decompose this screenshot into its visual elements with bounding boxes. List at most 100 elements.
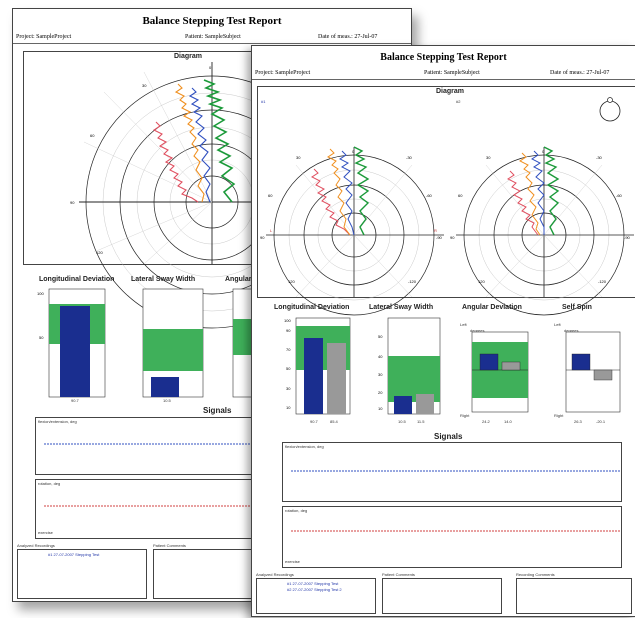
- project-label: Project: SampleProject: [255, 70, 311, 76]
- trace-green-left: [353, 146, 370, 236]
- spin-degrees-label: degrees: [564, 328, 579, 333]
- longitudinal-value-1: 90.7: [310, 419, 318, 424]
- signals-title: Signals: [203, 406, 232, 415]
- recording-item-1[interactable]: #1 27-07-2007 Stepping Test: [287, 581, 339, 586]
- svg-text:50: 50: [39, 335, 44, 340]
- polar-diagrams: 0 30 -30 60 -60 90 -90 120 -120 L R: [260, 97, 634, 316]
- svg-text:30: 30: [378, 372, 383, 377]
- patient-label: Patient: SampleSubject: [185, 34, 241, 40]
- svg-text:L: L: [270, 228, 273, 233]
- svg-text:90: 90: [286, 328, 291, 333]
- report-header: Project: SampleProject Patient: SampleSu…: [13, 31, 411, 44]
- head-orientation-icon: [599, 97, 621, 122]
- metric-title-self-spin: Self Spin: [562, 304, 592, 311]
- svg-text:90: 90: [450, 235, 455, 240]
- signal-label-1: flexion/extension, deg: [38, 419, 77, 424]
- angular-bar-chart: [471, 331, 529, 413]
- signal-chart-1: flexion/extension, deg: [282, 442, 622, 502]
- svg-text:30: 30: [296, 155, 301, 160]
- recording-comments-label: Recording Comments: [516, 572, 555, 577]
- trace-blue-left: [339, 150, 355, 236]
- svg-text:60: 60: [458, 193, 463, 198]
- date-label: Date of meas.: 27-Jul-07: [550, 70, 610, 76]
- exercise-label: exercise: [38, 530, 53, 535]
- svg-text:0: 0: [352, 149, 355, 154]
- diagram-marker-left: #1: [261, 99, 266, 104]
- diagram-title: Diagram: [436, 88, 465, 95]
- svg-text:120: 120: [288, 279, 295, 284]
- patient-comments-box: [153, 549, 260, 599]
- lateral-value-1: 10.5: [398, 419, 406, 424]
- lateral-value: 10.5: [163, 398, 171, 403]
- report-title: Balance Stepping Test Report: [142, 15, 282, 27]
- patient-comments-box: [382, 578, 502, 614]
- svg-text:60: 60: [268, 193, 273, 198]
- svg-text:50: 50: [286, 366, 291, 371]
- angular-degrees-label: degrees: [470, 328, 485, 333]
- svg-text:20: 20: [378, 390, 383, 395]
- signal-chart-1: flexion/extension, deg: [35, 417, 265, 475]
- svg-text:R: R: [434, 228, 437, 233]
- diagram-title: Diagram: [174, 53, 203, 60]
- patient-comments-label: Patient Comments: [382, 572, 415, 577]
- svg-text:10: 10: [286, 405, 291, 410]
- diagram-marker-right: #2: [456, 99, 461, 104]
- svg-text:50: 50: [378, 334, 383, 339]
- svg-text:0: 0: [542, 149, 545, 154]
- report-header: Project: SampleProject Patient: SampleSu…: [252, 67, 635, 80]
- trace-orange: [174, 83, 205, 203]
- lateral-value-2: 11.5: [417, 419, 425, 424]
- metric-title-lateral: Lateral Sway Width: [131, 276, 196, 283]
- svg-text:30: 30: [286, 386, 291, 391]
- angular-value-1: 24.2: [482, 419, 490, 424]
- longitudinal-value: 90.7: [71, 398, 79, 403]
- exercise-label: exercise: [285, 559, 300, 564]
- recording-item-2[interactable]: #2 27-07-2007 Stepping Test 2: [287, 587, 342, 592]
- svg-text:90: 90: [70, 200, 75, 205]
- signals-title: Signals: [434, 432, 463, 441]
- svg-text:30: 30: [142, 83, 147, 88]
- signal-chart-2: rotation, deg exercise: [35, 479, 265, 539]
- metric-title-longitudinal: Longitudinal Deviation: [39, 276, 115, 283]
- analyzed-recordings-box: #1 27-07-2007 Stepping Test: [17, 549, 147, 599]
- trace-green-right: [543, 146, 560, 236]
- svg-text:-120: -120: [408, 279, 417, 284]
- longitudinal-value-2: 85.4: [330, 419, 338, 424]
- svg-text:120: 120: [478, 279, 485, 284]
- svg-text:10: 10: [378, 406, 383, 411]
- svg-text:30: 30: [486, 155, 491, 160]
- svg-text:100: 100: [37, 291, 44, 296]
- metric-title-angular: Angular Deviation: [462, 304, 522, 311]
- diagram-panel: Diagram #1 #2 0 30 -30: [257, 86, 635, 316]
- polar-grid-left: 0 30 -30 60 -60 90 -90 120 -120 L R: [260, 147, 444, 316]
- date-label: Date of meas.: 27-Jul-07: [318, 34, 378, 40]
- trace-blue: [188, 87, 211, 203]
- spin-value-1: 26.3: [574, 419, 582, 424]
- svg-text:60: 60: [90, 133, 95, 138]
- spin-right-label: Right: [554, 413, 564, 418]
- signal-label-2: rotation, deg: [38, 481, 61, 486]
- svg-text:-30: -30: [596, 155, 603, 160]
- analyzed-recordings-box: #1 27-07-2007 Stepping Test #2 27-07-200…: [256, 578, 376, 614]
- angular-value-2: 14.0: [504, 419, 512, 424]
- angular-left-label: Left: [460, 322, 467, 327]
- analyzed-recordings-label: Analyzed Recordings: [256, 572, 294, 577]
- svg-text:120: 120: [96, 250, 103, 255]
- polar-grid-right: 0 30 -30 60 -60 90 -90 120 -120: [450, 147, 634, 316]
- trace-red-right: [507, 170, 539, 236]
- analyzed-recordings-label: Analyzed Recordings: [17, 543, 55, 548]
- trace-red-left: [311, 168, 351, 236]
- trace-red: [152, 121, 199, 203]
- svg-text:-30: -30: [406, 155, 413, 160]
- polar-diagram: 0 30 60 90 120: [70, 62, 339, 329]
- svg-text:-60: -60: [426, 193, 433, 198]
- angular-right-label: Right: [460, 413, 470, 418]
- recording-item[interactable]: #1 27-07-2007 Stepping Test: [48, 552, 100, 557]
- self-spin-bar-chart: [565, 331, 621, 413]
- longitudinal-bar-chart: 100 50: [37, 288, 106, 398]
- trace-green: [203, 79, 236, 203]
- trace-blue-right: [531, 150, 545, 235]
- svg-text:100: 100: [284, 318, 291, 323]
- report-page-front: Balance Stepping Test Report Project: Sa…: [251, 45, 635, 617]
- svg-text:70: 70: [286, 347, 291, 352]
